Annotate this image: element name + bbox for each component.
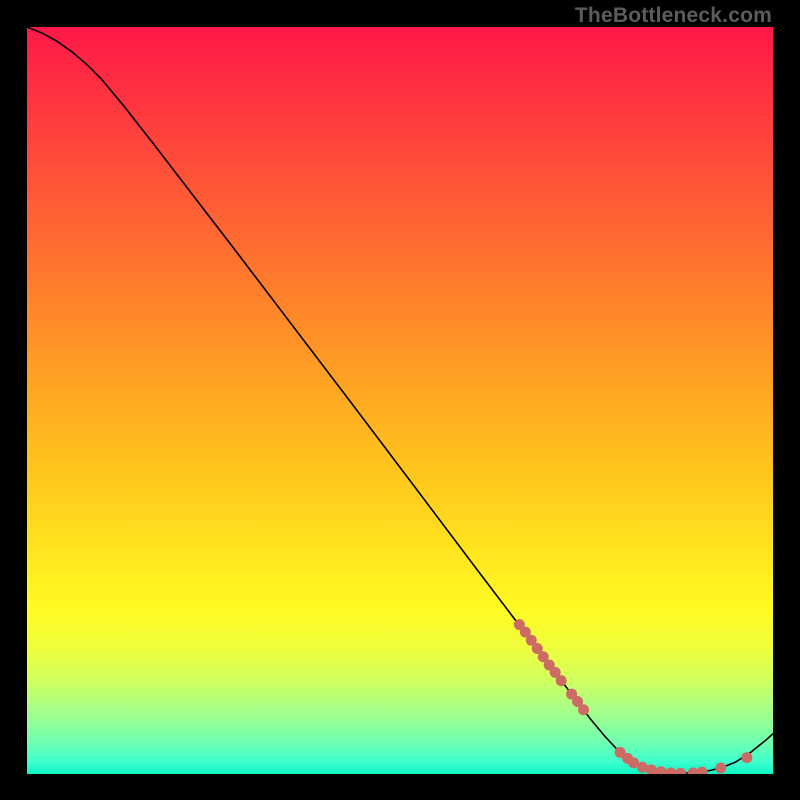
scatter-point <box>715 763 726 774</box>
scatter-point <box>578 704 589 715</box>
plot-area <box>27 27 773 774</box>
scatter-point <box>556 675 567 686</box>
chart-container: TheBottleneck.com <box>0 0 800 800</box>
gradient-background <box>27 27 773 774</box>
scatter-point <box>741 752 752 763</box>
watermark-text: TheBottleneck.com <box>575 4 772 28</box>
chart-svg <box>27 27 773 774</box>
